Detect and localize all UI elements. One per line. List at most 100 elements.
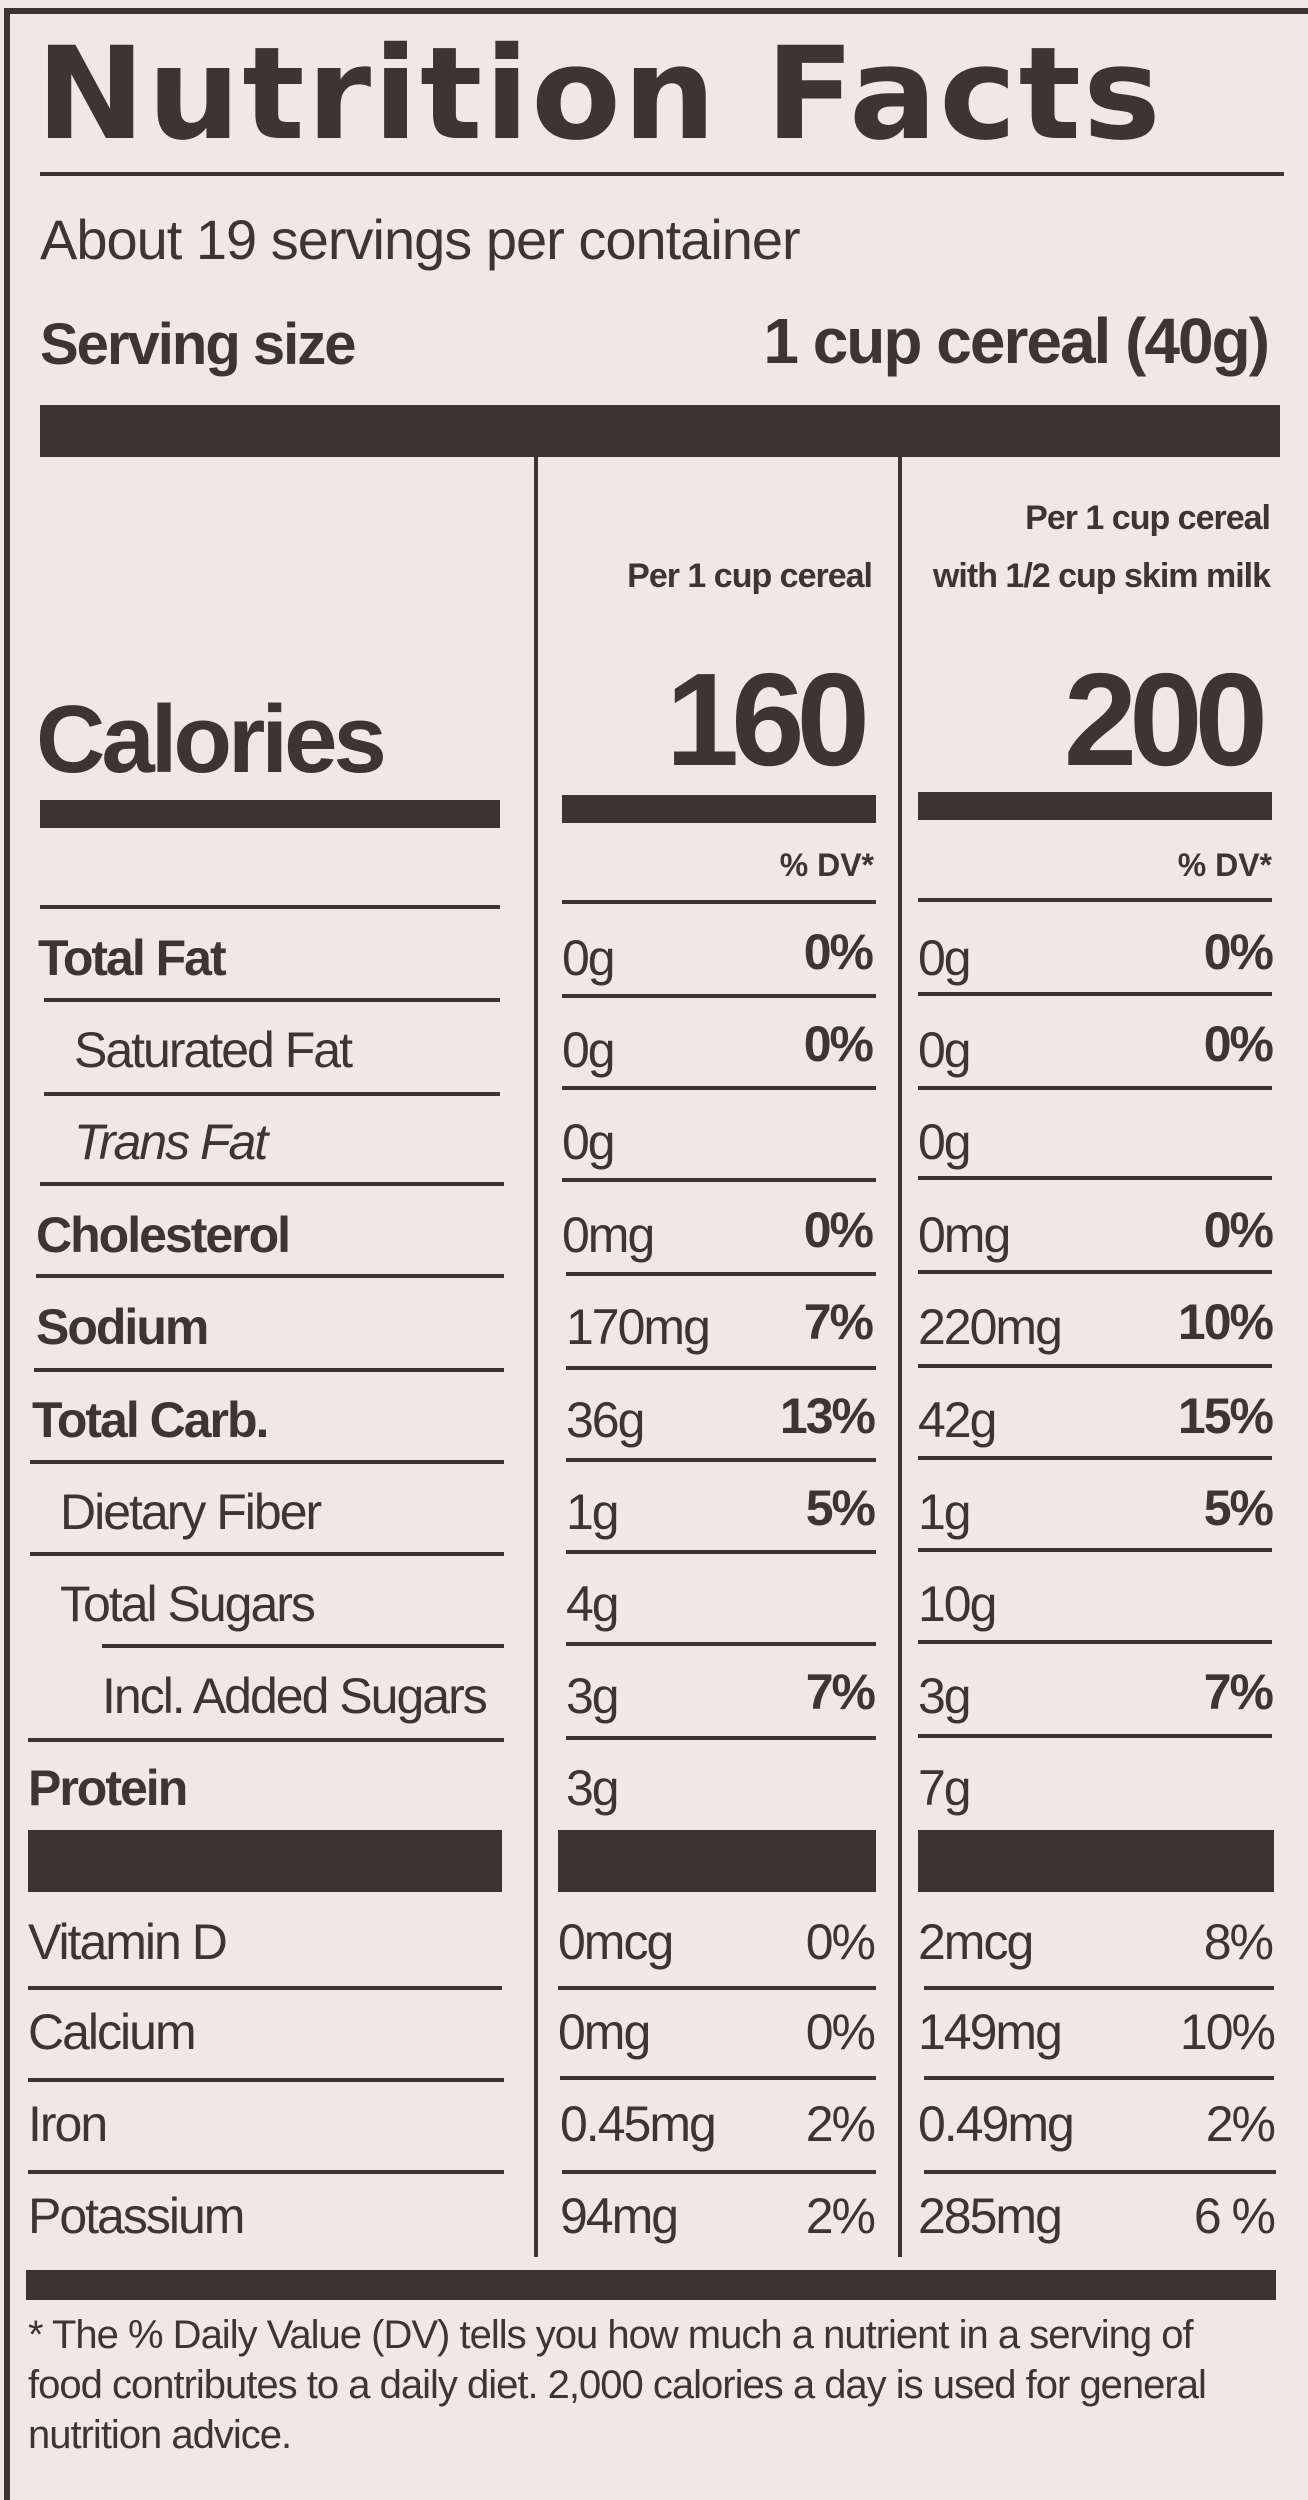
nutrient-amount-col2: 10g: [918, 1576, 997, 1632]
row-divider: [562, 1178, 876, 1182]
vitamin-dv-col1: 2%: [805, 2188, 876, 2244]
row-divider: [918, 1086, 1272, 1090]
nutrient-dv-col1: 7%: [805, 1664, 876, 1720]
row-divider: [30, 1460, 504, 1464]
vitamin-amount-col2: 285mg: [918, 2188, 1063, 2244]
nutrient-amount-col1: 4g: [566, 1576, 620, 1632]
nutrient-dv-col1: 13%: [779, 1388, 876, 1444]
vitamin-amount-col2: 149mg: [918, 2004, 1063, 2060]
nutrient-label-total-fat: Total Fat: [38, 930, 227, 986]
nutrient-label-total-carb: Total Carb.: [32, 1392, 269, 1448]
row-divider: [562, 1086, 876, 1090]
vitamin-dv-col2: 10%: [1179, 2004, 1276, 2060]
nutrient-amount-col2: 0g: [918, 1022, 972, 1078]
nutrient-dv-col2: 0%: [1203, 1202, 1274, 1258]
row-divider: [44, 1092, 500, 1096]
row-divider: [566, 1642, 876, 1646]
calories-value-col1: 160: [665, 646, 870, 793]
vitamins-bar-label: [28, 1830, 502, 1892]
row-divider: [918, 1364, 1272, 1368]
row-divider: [28, 1738, 504, 1742]
row-divider: [28, 1986, 502, 1990]
dv-header-col1: % DV*: [779, 847, 874, 883]
vitamin-amount-col2: 0.49mg: [918, 2096, 1075, 2152]
nutrient-dv-col2: 5%: [1203, 1480, 1274, 1536]
row-divider: [28, 2078, 504, 2082]
vitamin-label-calcium: Calcium: [28, 2004, 197, 2060]
row-divider: [918, 1734, 1272, 1738]
row-divider: [40, 905, 500, 909]
row-divider: [918, 1176, 1272, 1180]
thick-divider: [40, 405, 1280, 457]
label-border-top: [4, 8, 1308, 14]
nutrient-label-protein: Protein: [28, 1760, 188, 1816]
bottom-thick-divider: [26, 2270, 1276, 2300]
nutrient-dv-col1: 0%: [803, 1202, 874, 1258]
vitamin-dv-col1: 0%: [805, 2004, 876, 2060]
column-2-header-line1: Per 1 cup cereal: [1025, 499, 1271, 537]
vitamins-bar-col1: [558, 1830, 876, 1892]
nutrient-label-trans-fat: Trans Fat: [74, 1114, 268, 1170]
nutrient-amount-col2: 220mg: [918, 1299, 1063, 1355]
dv-header-col2: % DV*: [1177, 847, 1272, 883]
column-divider-1: [534, 457, 538, 2257]
vitamin-dv-col2: 6 %: [1193, 2188, 1276, 2244]
row-divider: [36, 1274, 504, 1278]
nutrient-dv-col2: 0%: [1203, 1016, 1274, 1072]
nutrient-amount-col1: 0mg: [562, 1207, 655, 1263]
column-2-header-line2: with 1/2 cup skim milk: [932, 557, 1271, 595]
vitamin-amount-col1: 94mg: [560, 2188, 679, 2244]
label-border-left: [4, 12, 10, 2500]
nutrient-amount-col1: 3g: [566, 1760, 620, 1816]
vitamin-dv-col2: 2%: [1205, 2096, 1276, 2152]
row-divider: [918, 1548, 1272, 1552]
nutrient-amount-col1: 0g: [562, 1114, 616, 1170]
row-divider: [40, 1182, 504, 1186]
column-divider-2: [898, 457, 902, 2257]
nutrient-label-dietary-fiber: Dietary Fiber: [60, 1484, 322, 1540]
nutrient-dv-col1: 0%: [803, 1016, 874, 1072]
row-divider: [562, 994, 876, 998]
row-divider: [562, 2170, 876, 2174]
serving-size-label: Serving size: [40, 312, 356, 377]
nutrient-label-added-sugars: Incl. Added Sugars: [102, 1668, 488, 1724]
calories-bar-col2: [918, 792, 1272, 820]
nutrient-amount-col1: 3g: [566, 1668, 620, 1724]
nutrient-amount-col2: 0g: [918, 1114, 972, 1170]
row-divider: [28, 2170, 504, 2174]
vitamin-label-potassium: Potassium: [28, 2188, 245, 2244]
nutrient-label-sodium: Sodium: [36, 1299, 209, 1355]
row-divider: [566, 1550, 876, 1554]
nutrient-amount-col2: 42g: [918, 1392, 997, 1448]
nutrient-amount-col2: 1g: [918, 1484, 972, 1540]
row-divider: [918, 1640, 1272, 1644]
vitamin-label-vitamin-d: Vitamin D: [28, 1914, 228, 1970]
vitamin-amount-col1: 0mg: [558, 2004, 651, 2060]
row-divider: [34, 1368, 504, 1372]
nutrient-dv-col2: 7%: [1203, 1664, 1274, 1720]
vitamin-amount-col2: 2mcg: [918, 1914, 1034, 1970]
nutrient-amount-col1: 36g: [566, 1392, 645, 1448]
row-divider: [924, 2076, 1274, 2080]
vitamins-bar-col2: [918, 1830, 1274, 1892]
row-divider: [44, 998, 500, 1002]
nutrient-dv-col1: 7%: [803, 1294, 874, 1350]
row-divider: [918, 992, 1272, 996]
vitamin-label-iron: Iron: [28, 2096, 108, 2152]
calories-bar-label: [40, 800, 500, 828]
nutrient-amount-col1: 0g: [562, 1022, 616, 1078]
nutrient-amount-col2: 0mg: [918, 1207, 1011, 1263]
row-divider: [558, 1986, 876, 1990]
row-divider: [560, 2076, 876, 2080]
nutrient-label-total-sugars: Total Sugars: [60, 1576, 316, 1632]
vitamin-amount-col1: 0mcg: [558, 1914, 674, 1970]
nutrient-amount-col1: 1g: [566, 1484, 620, 1540]
vitamin-dv-col1: 0%: [805, 1914, 876, 1970]
serving-size-value: 1 cup cereal (40g): [763, 305, 1270, 377]
daily-value-footnote: * The % Daily Value (DV) tells you how m…: [28, 2313, 1207, 2457]
nutrient-amount-col1: 0g: [562, 930, 616, 986]
row-divider: [30, 1552, 504, 1556]
row-divider: [918, 1270, 1272, 1274]
row-divider: [102, 1644, 504, 1648]
